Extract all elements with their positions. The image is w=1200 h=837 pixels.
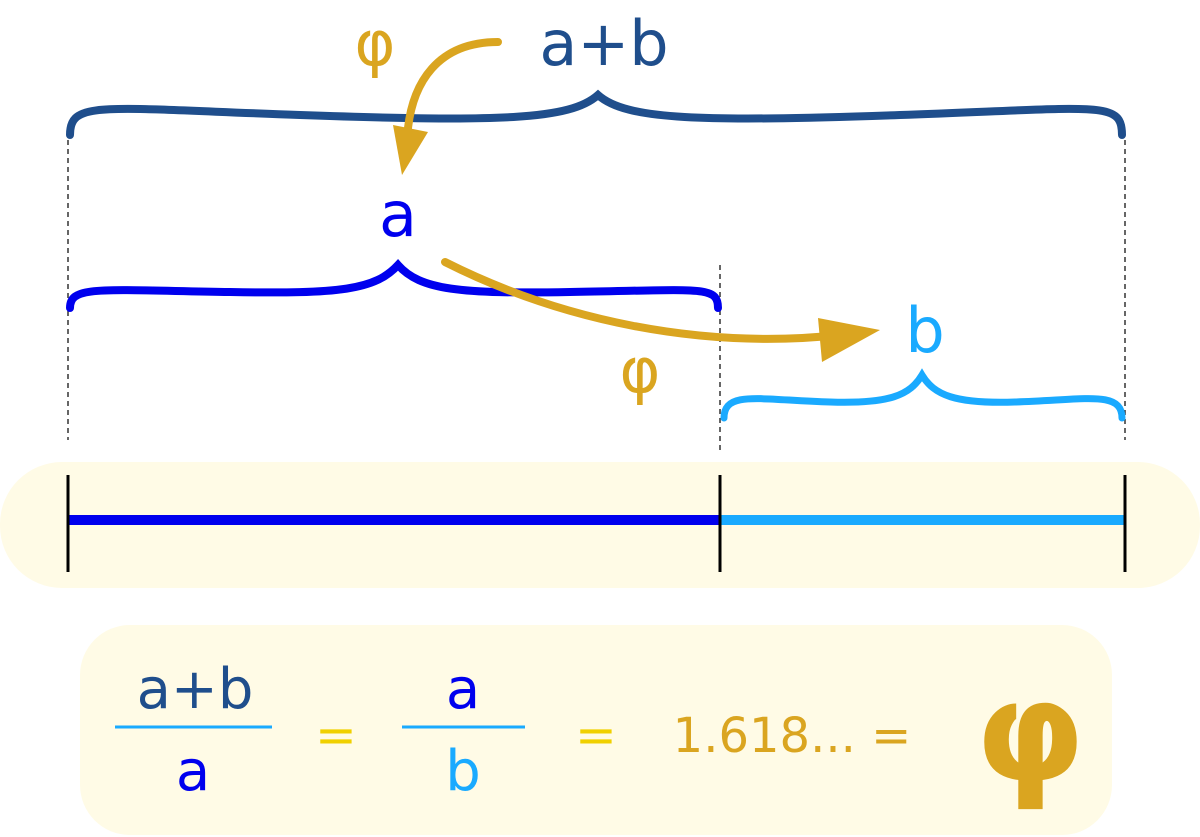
golden-ratio-value: 1.618... = [673,708,912,764]
label-phi-top: φ [355,7,396,80]
equals-1: = [315,706,357,764]
label-phi-mid: φ [620,334,661,407]
arrow-a-to-b [441,258,880,362]
phi-symbol-large: φ [975,651,1085,814]
label-a-plus-b: a+b [539,7,668,80]
equals-2: = [575,706,617,764]
segment-ticks [66,475,1127,572]
frac1-numerator: a+b [137,657,254,722]
frac1-denominator: a [176,739,210,804]
dashed-guides [67,140,1126,450]
label-b: b [905,294,944,367]
arrow-sum-to-a [393,38,502,175]
frac2-denominator: b [445,739,481,804]
brace-b [720,368,1126,422]
brace-a [66,259,722,312]
label-a: a [379,178,417,251]
brace-a-plus-b [66,89,1126,139]
frac2-numerator: a [446,657,480,722]
equation-box [80,625,1112,835]
